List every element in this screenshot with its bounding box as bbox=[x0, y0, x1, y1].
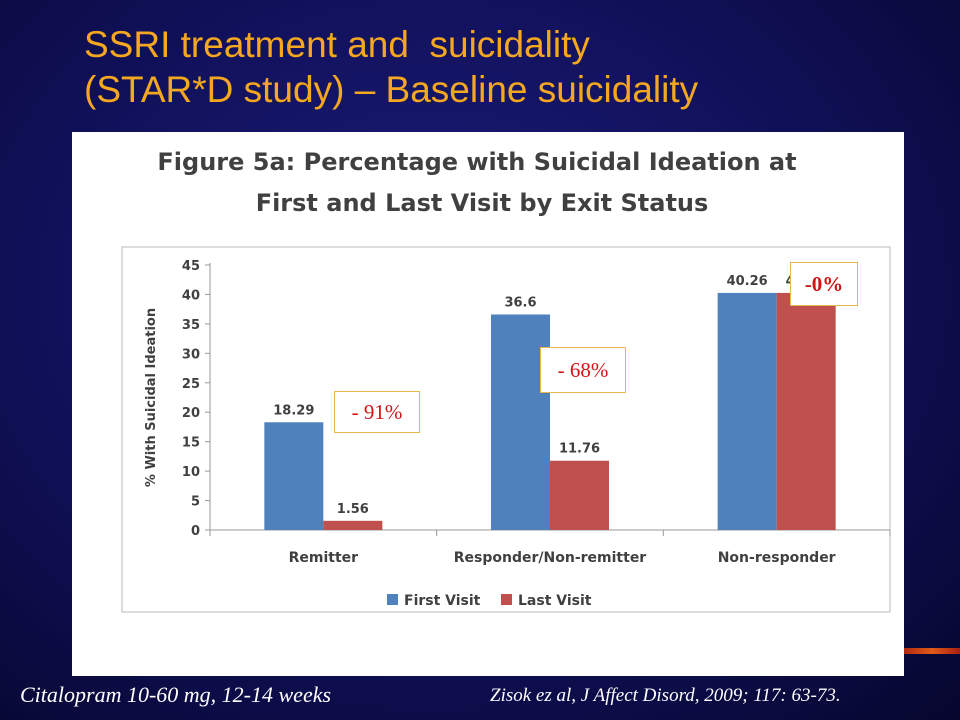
bar-last-visit bbox=[776, 292, 836, 530]
x-category-label: Non-responder bbox=[718, 550, 836, 566]
y-axis-title: % With Suicidal Ideation bbox=[144, 308, 159, 487]
callout-remitter: - 91% bbox=[334, 391, 420, 433]
slide-title-line-1: SSRI treatment and suicidality bbox=[84, 24, 590, 65]
y-tick-label: 10 bbox=[182, 465, 200, 480]
slide-title: SSRI treatment and suicidality (STAR*D s… bbox=[84, 22, 944, 112]
callout-responder: - 68% bbox=[540, 347, 626, 393]
bar-first-visit bbox=[264, 422, 324, 530]
callout-non-responder-text: -0% bbox=[804, 272, 844, 296]
bar-last-visit bbox=[550, 460, 609, 530]
bar-value-label: 36.6 bbox=[504, 295, 536, 310]
citation: Zisok ez al, J Affect Disord, 2009; 117:… bbox=[490, 685, 841, 706]
callout-responder-text: - 68% bbox=[557, 358, 609, 382]
y-tick-label: 5 bbox=[191, 495, 200, 510]
chart-title-line-1: Figure 5a: Percentage with Suicidal Idea… bbox=[157, 148, 796, 176]
bar-last-visit bbox=[323, 520, 383, 530]
bar-value-label: 1.56 bbox=[337, 502, 369, 517]
callout-non-responder: -0% bbox=[790, 262, 858, 306]
y-tick-label: 15 bbox=[182, 436, 200, 451]
legend-swatch-first-visit bbox=[387, 594, 398, 605]
chart-image: Figure 5a: Percentage with Suicidal Idea… bbox=[72, 132, 904, 676]
y-tick-label: 30 bbox=[182, 347, 200, 362]
y-tick-label: 40 bbox=[182, 288, 200, 303]
bar-first-visit bbox=[717, 292, 777, 530]
bar-chart: Figure 5a: Percentage with Suicidal Idea… bbox=[121, 148, 891, 613]
accent-stripe bbox=[904, 648, 960, 654]
chart-title-line-2: First and Last Visit by Exit Status bbox=[256, 189, 709, 217]
slide-title-line-2: (STAR*D study) – Baseline suicidality bbox=[84, 69, 699, 110]
legend-swatch-last-visit bbox=[501, 594, 512, 605]
bar-value-label: 40.26 bbox=[727, 274, 768, 289]
plot-area: 0 5 10 15 20 25 30 35 40 45 % With Suicidal Ideati… bbox=[144, 259, 891, 609]
y-tick-label: 20 bbox=[182, 406, 200, 421]
y-tick-label: 45 bbox=[182, 259, 200, 274]
legend-label: Last Visit bbox=[518, 593, 592, 609]
legend-label: First Visit bbox=[404, 593, 481, 609]
y-tick-label: 25 bbox=[182, 377, 200, 392]
x-category-label: Remitter bbox=[289, 550, 359, 566]
x-category-label: Responder/Non-remitter bbox=[454, 550, 647, 566]
y-tick-label: 0 bbox=[191, 524, 200, 539]
dosage-note: Citalopram 10-60 mg, 12-14 weeks bbox=[20, 682, 332, 707]
y-tick-label: 35 bbox=[182, 318, 200, 333]
bar-value-label: 11.76 bbox=[559, 442, 600, 457]
bar-value-label: 18.29 bbox=[273, 403, 314, 418]
chart-frame bbox=[121, 246, 891, 613]
callout-remitter-text: - 91% bbox=[351, 400, 403, 424]
